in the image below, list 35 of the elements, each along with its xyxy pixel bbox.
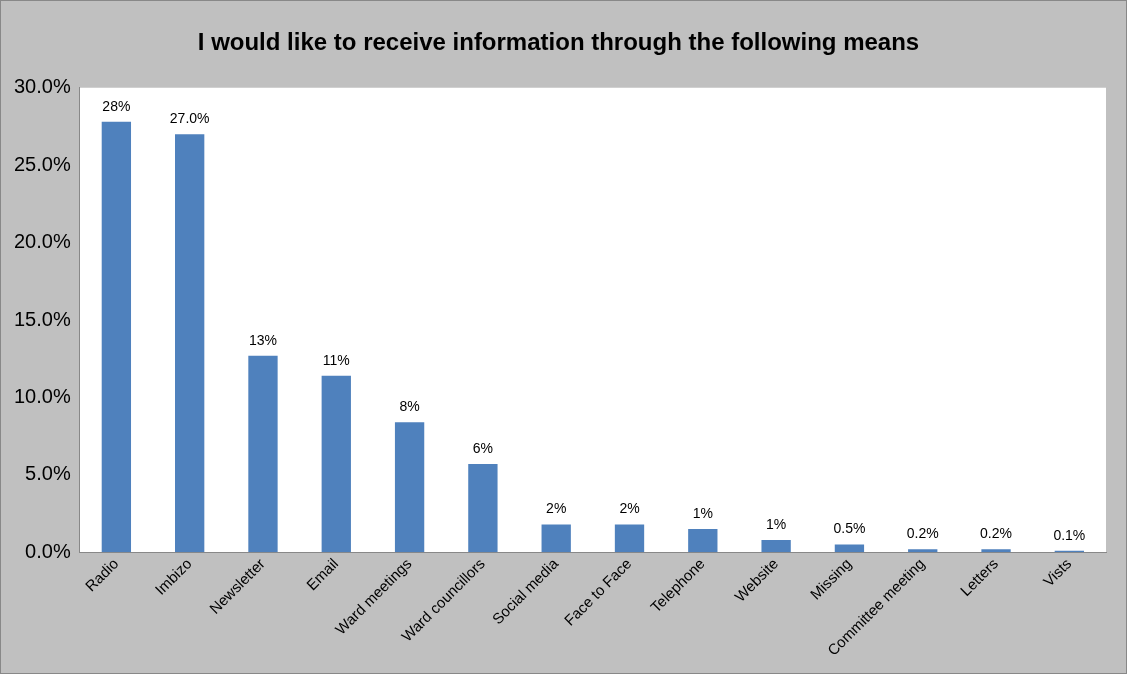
data-label: 1% xyxy=(692,504,713,521)
bar xyxy=(614,524,645,553)
data-label: 1% xyxy=(766,515,787,532)
y-tick-label: 20.0% xyxy=(13,230,71,253)
data-label: 0.2% xyxy=(980,525,1012,542)
data-label: 8% xyxy=(399,398,420,415)
y-tick-label: 25.0% xyxy=(13,152,71,175)
data-label: 0.5% xyxy=(833,520,866,537)
x-tick-label: Vists xyxy=(1039,554,1075,590)
data-label: 2% xyxy=(619,500,640,517)
data-label: 0.2% xyxy=(906,525,939,542)
data-label: 6% xyxy=(472,439,494,456)
data-label: 11% xyxy=(322,351,350,368)
chart-title: I would like to receive information through the following means xyxy=(197,28,920,56)
data-label: 13% xyxy=(248,331,277,348)
y-tick-label: 30.0% xyxy=(13,75,71,98)
bar xyxy=(175,134,205,553)
bar xyxy=(981,549,1011,553)
bar xyxy=(908,549,938,553)
bar xyxy=(101,121,132,553)
bar xyxy=(248,355,278,553)
bar xyxy=(321,375,351,553)
bar xyxy=(541,524,571,553)
bar xyxy=(468,464,498,553)
data-label: 0.1% xyxy=(1053,526,1086,543)
y-tick-label: 0.0% xyxy=(25,539,71,562)
bar xyxy=(394,422,425,553)
data-label: 28% xyxy=(102,97,131,114)
bar xyxy=(761,539,791,553)
data-label: 2% xyxy=(546,500,567,517)
y-tick-label: 10.0% xyxy=(13,384,71,407)
bar xyxy=(688,529,718,553)
data-label: 27.0% xyxy=(169,110,210,127)
y-tick-label: 5.0% xyxy=(25,462,71,485)
y-tick-label: 15.0% xyxy=(13,307,71,330)
